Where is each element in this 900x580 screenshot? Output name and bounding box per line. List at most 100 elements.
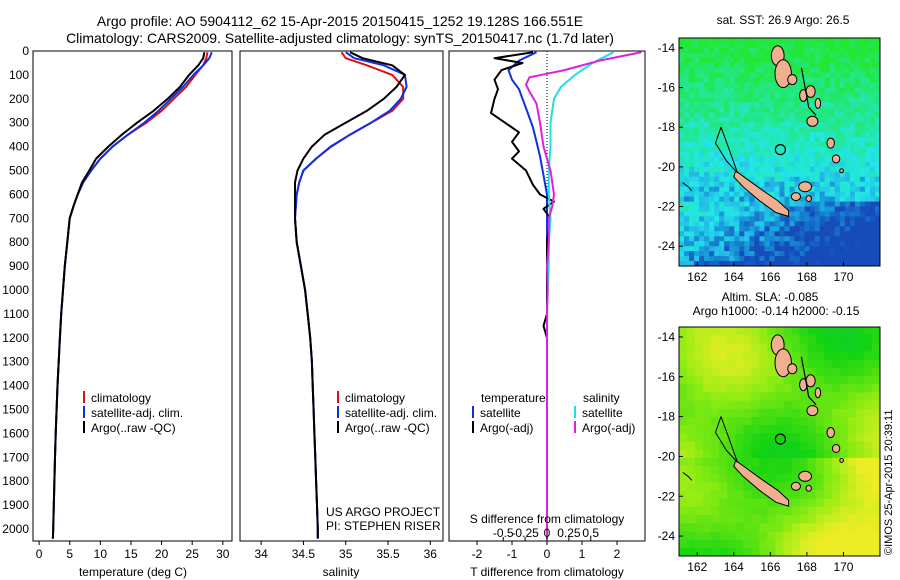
map-cell — [684, 97, 690, 104]
map-cell — [689, 241, 695, 247]
sst-map-axes: 162 164 166 168 170-14-16-18-20-22-24 — [658, 41, 854, 284]
map-cell — [694, 211, 700, 218]
map-cell — [784, 112, 791, 118]
map-cell — [859, 191, 866, 198]
map-cell — [794, 181, 801, 188]
map-cell — [807, 327, 817, 336]
map-cell — [699, 246, 705, 252]
map-cell — [689, 102, 695, 108]
map-cell — [854, 221, 861, 227]
map-cell — [704, 112, 710, 118]
map-cell — [870, 77, 876, 84]
map-cell — [754, 221, 760, 227]
map-cell — [734, 236, 740, 242]
map-cell — [679, 335, 688, 344]
map-cell — [814, 87, 821, 94]
map-cell — [799, 196, 806, 203]
map-cell — [764, 43, 770, 49]
map-cell — [743, 506, 752, 516]
map-cell — [814, 191, 821, 198]
map-cell — [872, 539, 880, 549]
map-cell — [844, 221, 851, 227]
map-cell — [734, 216, 740, 222]
map-cell — [769, 92, 776, 99]
map-cell — [849, 122, 856, 128]
map-cell — [734, 52, 740, 59]
map-cell — [831, 400, 841, 410]
map-cell — [699, 216, 705, 222]
map-cell — [854, 82, 861, 89]
map-cell — [824, 251, 831, 257]
map-cell — [809, 112, 816, 118]
map-cell — [704, 161, 710, 168]
map-cell — [794, 47, 801, 54]
map-cell — [799, 226, 806, 232]
map-cell — [855, 498, 865, 508]
map-cell — [704, 82, 710, 89]
sst-land — [682, 45, 844, 218]
map-cell — [735, 417, 744, 426]
map-cell — [859, 246, 866, 252]
map-cell — [829, 166, 836, 173]
map-cell — [794, 62, 801, 69]
map-cell — [794, 176, 801, 183]
map-cell — [689, 47, 695, 54]
map-cell — [729, 246, 735, 252]
map-cell — [831, 417, 841, 426]
map-cell — [684, 216, 690, 222]
map-cell — [684, 152, 690, 158]
map-cell — [714, 196, 720, 203]
map-cell — [694, 201, 700, 208]
map-cell — [684, 251, 690, 257]
map-cell — [779, 176, 786, 183]
map-cell — [734, 166, 740, 173]
map-cell — [714, 57, 720, 64]
map-cell — [791, 515, 801, 524]
map-cell — [727, 433, 736, 443]
map-cell — [734, 92, 740, 99]
map-cell — [727, 417, 736, 426]
map-cell — [703, 531, 712, 541]
map-cell — [794, 256, 801, 262]
map-cell — [829, 77, 836, 84]
map-cell — [714, 47, 720, 54]
map-cell — [863, 547, 873, 556]
map-cell — [769, 127, 776, 133]
map-cell — [719, 392, 728, 402]
map-cell — [844, 57, 851, 64]
map-cell — [819, 171, 826, 178]
map-cell — [789, 241, 796, 247]
map-cell — [734, 157, 740, 163]
map-cell — [703, 433, 712, 443]
map-cell — [719, 171, 725, 178]
map-cell — [687, 474, 696, 483]
map-cell — [679, 201, 685, 208]
map-cell — [704, 47, 710, 54]
map-cell — [729, 261, 735, 266]
map-cell — [855, 482, 865, 492]
map-cell — [711, 441, 720, 451]
map-cell — [849, 117, 856, 123]
map-cell — [703, 441, 712, 451]
map-cell — [844, 147, 851, 153]
map-cell — [744, 236, 750, 242]
map-cell — [719, 539, 728, 549]
map-cell — [679, 433, 688, 443]
map-cell — [854, 161, 861, 168]
map-cell — [859, 236, 866, 242]
map-cell — [834, 206, 841, 213]
map-cell — [699, 97, 705, 104]
map-cell — [863, 490, 873, 500]
map-cell — [719, 376, 728, 385]
map-cell — [749, 137, 755, 143]
map-cell — [834, 92, 841, 99]
map-cell — [689, 38, 695, 44]
map-cell — [834, 191, 841, 198]
map-cell — [784, 107, 791, 113]
map-cell — [729, 221, 735, 227]
map-cell — [695, 547, 704, 556]
map-cell — [729, 122, 735, 128]
map-cell — [749, 43, 755, 49]
map-cell — [774, 122, 781, 128]
map-cell — [727, 367, 736, 377]
